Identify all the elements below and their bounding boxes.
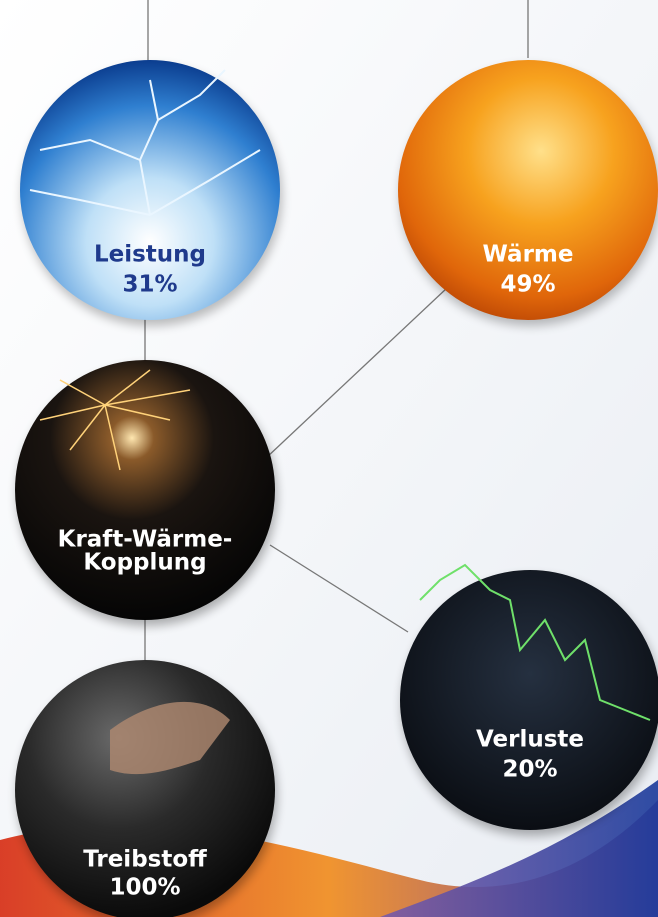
node-waerme: Wärme 49% (398, 60, 658, 326)
node-value: 31% (122, 272, 177, 298)
node-value: 49% (500, 272, 555, 298)
node-kwk: Kraft-Wärme- Kopplung (15, 360, 277, 626)
node-label: Wärme (483, 242, 574, 268)
node-label: Leistung (94, 242, 206, 268)
node-label: Verluste (476, 727, 584, 753)
node-value: 20% (502, 757, 557, 783)
node-circle (400, 570, 658, 830)
node-leistung: Leistung 31% (20, 60, 282, 326)
node-value: 100% (109, 875, 180, 901)
node-circle (15, 360, 275, 620)
diagram: Leistung 31% Wärme 49% Kraft-Wärme- Kopp… (0, 0, 658, 917)
node-label: Treibstoff (83, 847, 207, 873)
node-label: Kopplung (83, 550, 206, 576)
